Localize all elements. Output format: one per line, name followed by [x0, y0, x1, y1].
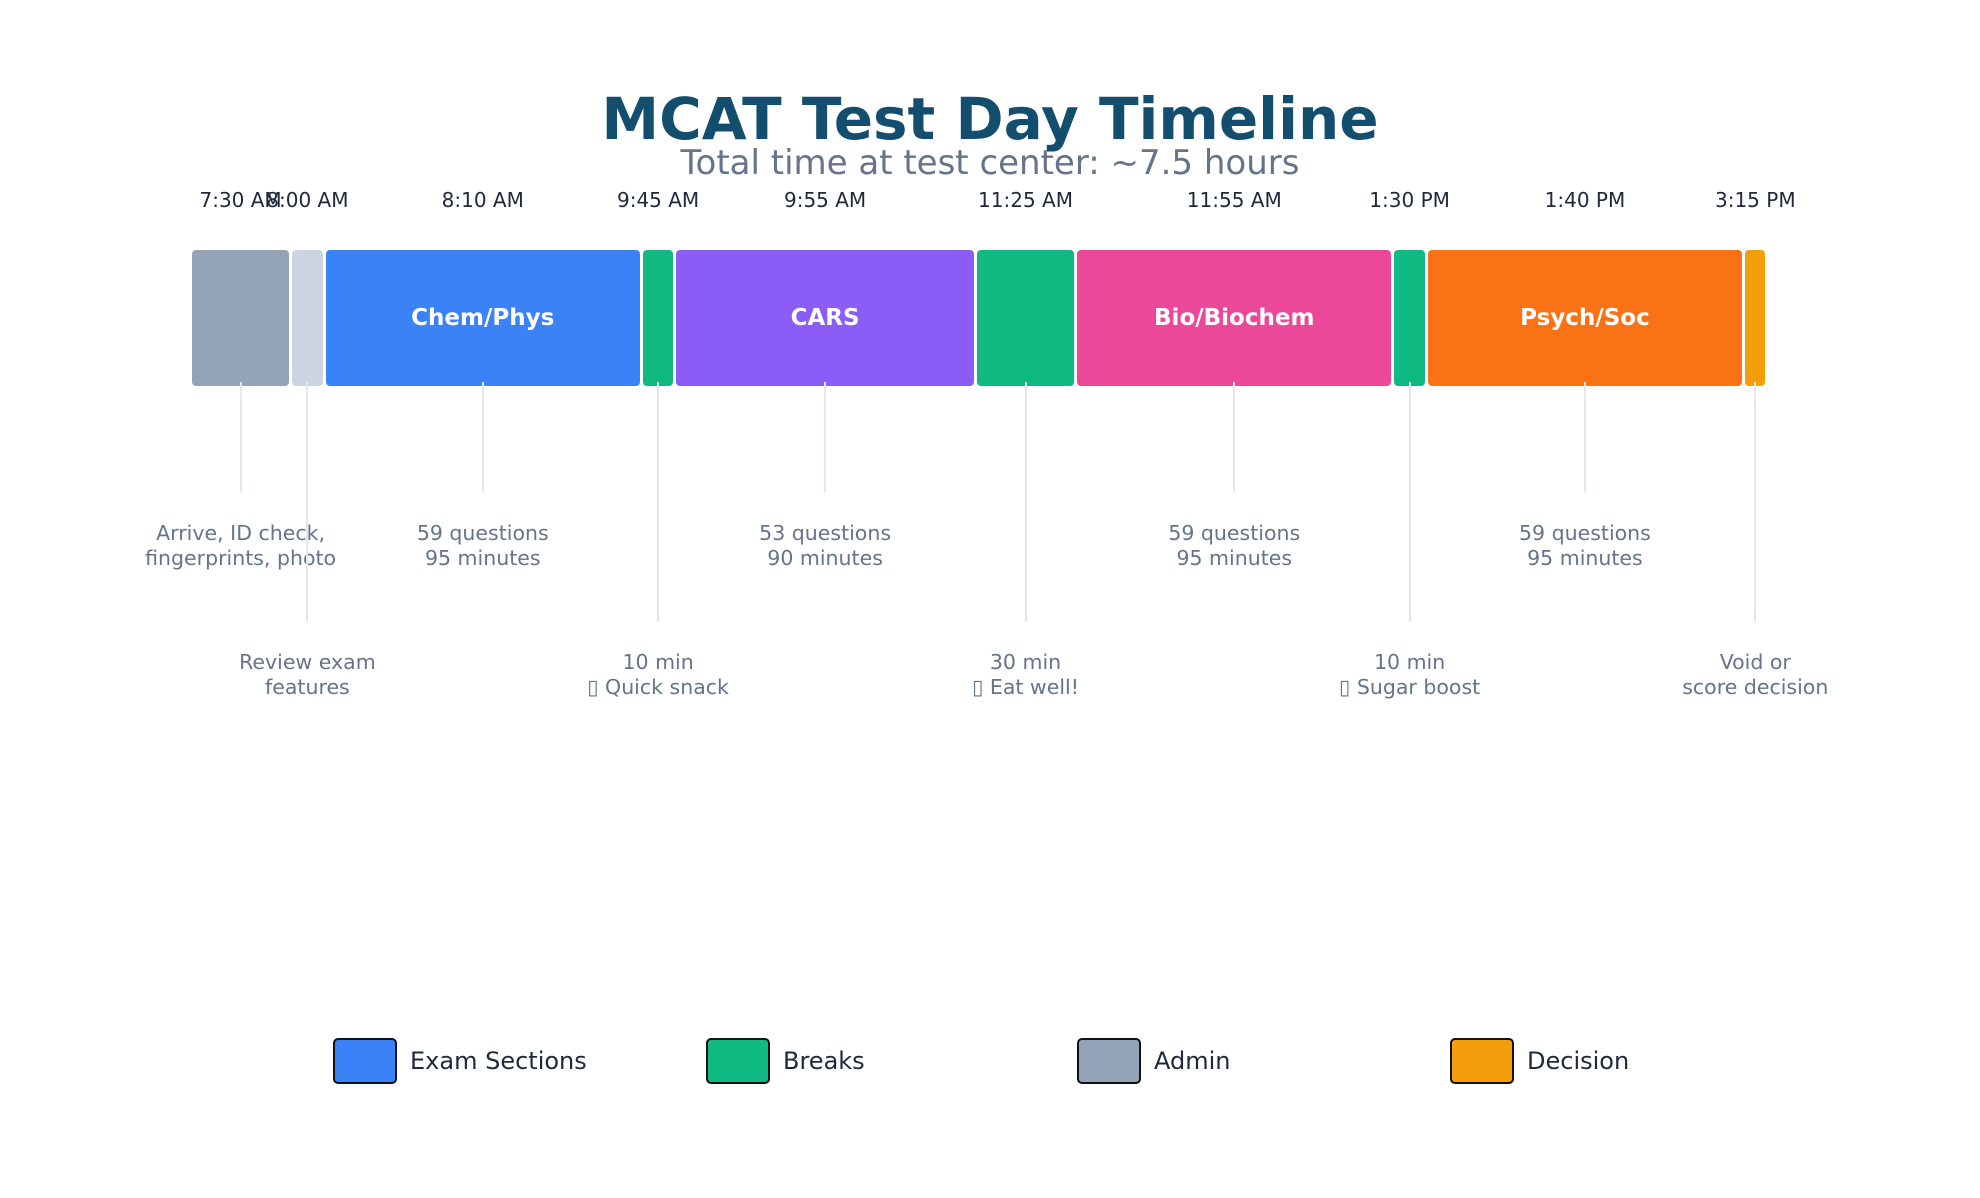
note-line: Void or — [1719, 650, 1791, 674]
chart-title: MCAT Test Day Timeline — [601, 85, 1379, 153]
legend-item: Breaks — [706, 1038, 865, 1084]
note-line: 59 questions — [1519, 521, 1651, 545]
timeline-segment — [1394, 250, 1425, 386]
note-line: 95 minutes — [1527, 546, 1643, 570]
connector-line — [1408, 382, 1411, 622]
segment-note: 10 min ▯ Quick snack — [587, 650, 729, 700]
segment-label: CARS — [790, 305, 860, 331]
timeline-segment — [292, 250, 323, 386]
note-line: 95 minutes — [1176, 546, 1293, 570]
legend-swatch — [333, 1038, 397, 1084]
note-line: 30 min — [989, 650, 1062, 674]
time-label: 3:15 PM — [1714, 188, 1796, 212]
legend-swatch — [706, 1038, 770, 1084]
timeline-segment: CARS — [676, 250, 974, 386]
note-line: ▯ Eat well! — [972, 675, 1079, 699]
note-line: 10 min — [1373, 650, 1446, 674]
segment-label: Psych/Soc — [1520, 305, 1650, 331]
segment-note: 10 min ▯ Sugar boost — [1339, 650, 1480, 700]
time-label: 7:30 AM — [199, 188, 282, 212]
legend-label: Breaks — [783, 1047, 865, 1075]
chart-subtitle: Total time at test center: ~7.5 hours — [680, 143, 1300, 183]
legend-item: Exam Sections — [333, 1038, 587, 1084]
legend-label: Decision — [1527, 1047, 1630, 1075]
connector-line — [306, 382, 309, 622]
segment-note: 30 min ▯ Eat well! — [972, 650, 1079, 700]
timeline-segment — [976, 250, 1075, 386]
time-label: 1:40 PM — [1544, 188, 1626, 212]
timeline-segment — [192, 250, 290, 386]
connector-line — [657, 382, 660, 622]
time-label: 9:45 AM — [616, 188, 700, 212]
segment-note: 59 questions 95 minutes — [1519, 521, 1651, 571]
note-line: ▯ Sugar boost — [1339, 675, 1481, 699]
note-line: 59 questions — [416, 521, 549, 545]
time-label: 8:10 AM — [441, 188, 524, 212]
time-label: 11:55 AM — [1186, 188, 1282, 212]
segment-note: Arrive, ID check, fingerprints, photo — [145, 521, 336, 571]
segment-note: 59 questions 95 minutes — [1168, 521, 1300, 571]
note-line: Review exam — [239, 650, 376, 674]
timeline-segment: Psych/Soc — [1427, 250, 1743, 386]
note-line: features — [265, 675, 350, 699]
note-line: ▯ Quick snack — [587, 675, 729, 699]
connector-line — [1583, 382, 1586, 492]
timeline-segment: Chem/Phys — [325, 250, 640, 386]
note-line: 95 minutes — [424, 546, 541, 570]
segment-note: 59 questions 95 minutes — [417, 521, 549, 571]
note-line: 59 questions — [1168, 521, 1301, 545]
connector-line — [481, 382, 484, 492]
segment-note: Review exam features — [239, 650, 376, 700]
segment-label: Bio/Biochem — [1154, 305, 1315, 331]
legend-label: Admin — [1154, 1047, 1231, 1075]
connector-line — [1233, 382, 1236, 492]
timeline-segment — [642, 250, 674, 386]
segment-note: 53 questions 90 minutes — [759, 521, 891, 571]
segment-note: Void or score decision — [1682, 650, 1828, 700]
legend-item: Admin — [1077, 1038, 1231, 1084]
note-line: 53 questions — [759, 521, 892, 545]
legend-item: Decision — [1450, 1038, 1629, 1084]
connector-line — [1754, 382, 1757, 622]
legend-swatch — [1450, 1038, 1514, 1084]
connector-line — [1024, 382, 1027, 622]
timeline-segment: Bio/Biochem — [1077, 250, 1392, 386]
timeline-segment — [1745, 250, 1766, 386]
connector-line — [239, 382, 242, 492]
note-line: 10 min — [622, 650, 694, 674]
note-line: Arrive, ID check, — [156, 521, 326, 545]
legend-swatch — [1077, 1038, 1141, 1084]
time-label: 8:00 AM — [266, 188, 349, 212]
time-label: 11:25 AM — [978, 188, 1073, 212]
note-line: score decision — [1682, 675, 1829, 699]
connector-line — [824, 382, 827, 492]
segment-label: Chem/Phys — [411, 305, 555, 331]
note-line: fingerprints, photo — [145, 546, 337, 570]
legend-label: Exam Sections — [410, 1047, 587, 1075]
time-label: 1:30 PM — [1369, 188, 1450, 212]
time-label: 9:55 AM — [783, 188, 867, 212]
note-line: 90 minutes — [767, 546, 883, 570]
